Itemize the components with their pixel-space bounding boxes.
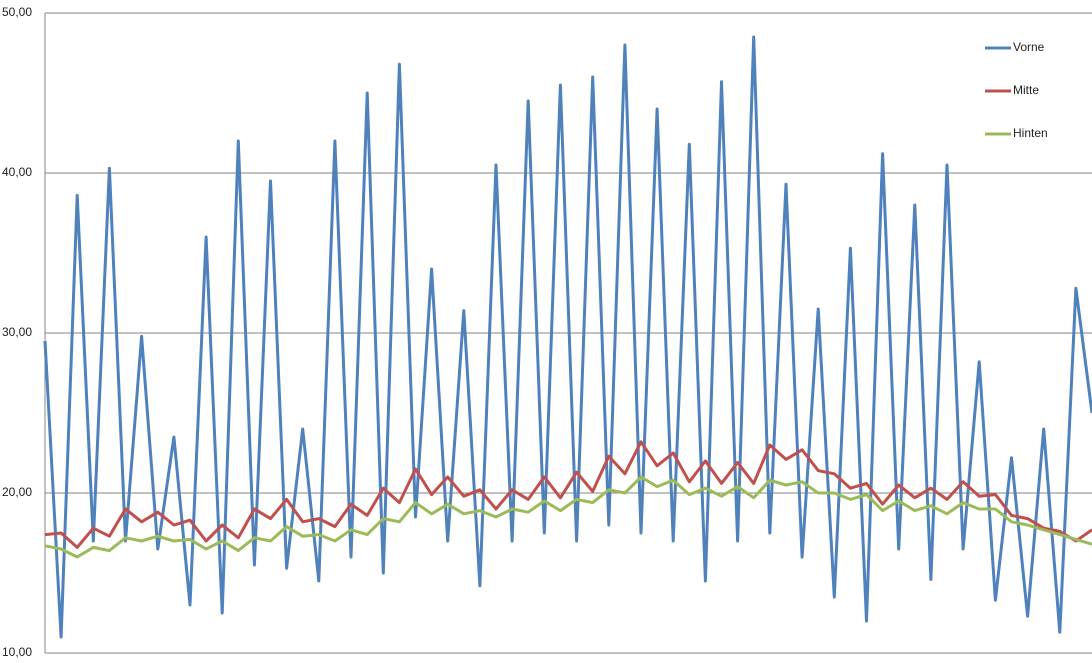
series-line [44, 440, 1092, 549]
y-tick-label: 30,00 [2, 325, 32, 339]
series-line [43, 35, 1092, 639]
legend-label: Hinten [1013, 126, 1048, 140]
series-line [44, 475, 1092, 559]
y-tick-label: 10,00 [2, 645, 32, 659]
legend-label: Mitte [1013, 83, 1039, 97]
y-tick-label: 50,00 [2, 5, 32, 19]
legend-label: Vorne [1013, 40, 1045, 54]
y-tick-label: 20,00 [2, 485, 32, 499]
y-tick-label: 40,00 [2, 165, 32, 179]
